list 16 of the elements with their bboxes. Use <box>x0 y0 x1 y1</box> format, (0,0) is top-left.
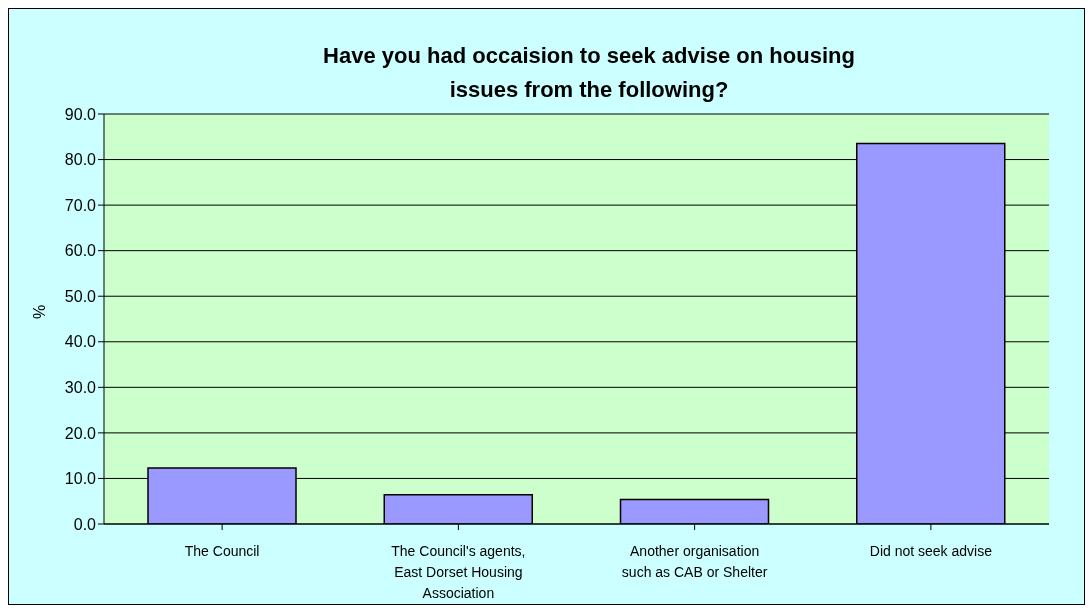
y-axis-title: % <box>30 304 48 319</box>
y-tick-label: 90.0 <box>64 105 97 123</box>
y-tick-label: 20.0 <box>64 424 97 442</box>
x-tick-label: Did not seek advise <box>869 543 993 559</box>
y-tick-label: 70.0 <box>64 196 97 214</box>
y-tick-label: 80.0 <box>64 151 97 169</box>
y-tick-label: 50.0 <box>64 287 97 305</box>
x-tick-label: The Council <box>184 543 260 559</box>
y-tick-label: 60.0 <box>64 242 97 260</box>
y-tick-label: 0.0 <box>73 515 97 533</box>
y-tick-label: 10.0 <box>64 470 97 488</box>
y-tick-label: 40.0 <box>64 333 97 351</box>
y-tick-label: 30.0 <box>64 379 97 397</box>
x-tick-label: Another organisation such as CAB or Shelter <box>621 543 768 580</box>
chart-title: Have you had occaision to seek advise on housing issues from the following? <box>322 42 856 104</box>
x-tick-label: The Council's agents, East Dorset Housing Association <box>391 543 526 601</box>
